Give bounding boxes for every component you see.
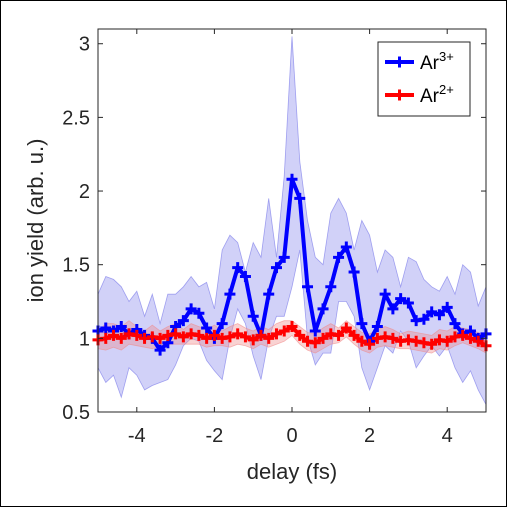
point-Ar3+ xyxy=(185,303,197,315)
legend-box xyxy=(377,41,471,117)
point-Ar3+ xyxy=(379,288,391,300)
point-Ar3+ xyxy=(201,322,213,334)
point-Ar3+ xyxy=(302,281,314,293)
point-Ar2+ xyxy=(239,331,251,343)
x-tick-label: 0 xyxy=(286,425,297,447)
point-Ar3+ xyxy=(193,307,205,319)
legend: Ar3+ Ar2+ xyxy=(377,41,471,117)
point-Ar3+ xyxy=(387,303,399,315)
legend-marker xyxy=(394,89,405,101)
point-Ar3+ xyxy=(115,321,127,333)
point-Ar2+ xyxy=(270,328,282,340)
point-Ar2+ xyxy=(108,329,120,341)
point-Ar2+ xyxy=(364,338,376,350)
point-Ar2+ xyxy=(441,335,453,347)
y-axis-ticks: 0.5 1 1.5 2 2.5 3 xyxy=(62,34,486,424)
point-Ar3+ xyxy=(154,344,166,356)
point-Ar2+ xyxy=(247,334,259,346)
point-Ar3+ xyxy=(449,318,461,330)
y-tick-label: 2.5 xyxy=(62,107,90,129)
point-Ar3+ xyxy=(333,251,345,263)
point-Ar2+ xyxy=(224,331,236,343)
x-tick-label: 4 xyxy=(442,425,453,447)
point-Ar3+ xyxy=(216,318,228,330)
point-Ar2+ xyxy=(177,331,189,343)
x-axis-label: delay (fs) xyxy=(247,459,337,484)
point-Ar3+ xyxy=(433,309,445,321)
y-tick-label: 1.5 xyxy=(62,255,90,277)
point-Ar3+ xyxy=(100,322,112,334)
point-Ar3+ xyxy=(317,303,329,315)
x-tick-label: -2 xyxy=(206,425,224,447)
point-Ar3+ xyxy=(232,262,244,274)
x-axis-ticks: -4 -2 0 2 4 xyxy=(128,29,453,447)
point-Ar3+ xyxy=(224,288,236,300)
point-Ar2+ xyxy=(340,322,352,334)
point-Ar3+ xyxy=(371,321,383,333)
point-Ar3+ xyxy=(177,315,189,327)
point-Ar3+ xyxy=(348,266,360,278)
point-Ar3+ xyxy=(395,293,407,305)
point-Ar2+ xyxy=(193,329,205,341)
point-Ar2+ xyxy=(232,328,244,340)
point-Ar2+ xyxy=(286,321,298,333)
point-Ar2+ xyxy=(115,332,127,344)
point-Ar2+ xyxy=(464,332,476,344)
point-Ar3+ xyxy=(418,313,430,325)
point-Ar2+ xyxy=(457,329,469,341)
x-tick-label: 2 xyxy=(364,425,375,447)
point-Ar2+ xyxy=(333,329,345,341)
point-Ar3+ xyxy=(239,270,251,282)
y-tick-label: 1 xyxy=(79,328,90,350)
point-Ar2+ xyxy=(278,325,290,337)
point-Ar2+ xyxy=(472,335,484,347)
y-tick-label: 2 xyxy=(79,181,90,203)
series-markers xyxy=(92,173,492,356)
point-Ar2+ xyxy=(154,332,166,344)
point-Ar3+ xyxy=(356,318,368,330)
point-Ar2+ xyxy=(255,329,267,341)
y-tick-label: 0.5 xyxy=(62,402,90,424)
y-tick-label: 3 xyxy=(79,34,90,56)
point-Ar3+ xyxy=(441,301,453,313)
point-Ar2+ xyxy=(170,328,182,340)
point-Ar2+ xyxy=(208,329,220,341)
point-Ar3+ xyxy=(247,310,259,322)
point-Ar3+ xyxy=(286,173,298,185)
point-Ar3+ xyxy=(294,192,306,204)
point-Ar2+ xyxy=(201,332,213,344)
legend-label: Ar2+ xyxy=(420,82,454,107)
point-Ar2+ xyxy=(263,332,275,344)
point-Ar3+ xyxy=(402,297,414,309)
point-Ar3+ xyxy=(325,281,337,293)
legend-label: Ar3+ xyxy=(420,49,454,74)
point-Ar3+ xyxy=(340,241,352,253)
point-Ar3+ xyxy=(270,262,282,274)
legend-marker xyxy=(394,56,405,68)
point-Ar2+ xyxy=(348,329,360,341)
point-Ar3+ xyxy=(263,288,275,300)
point-Ar3+ xyxy=(278,251,290,263)
point-Ar2+ xyxy=(426,338,438,350)
x-tick-label: -4 xyxy=(128,425,146,447)
y-axis-label: ion yield (arb. u.) xyxy=(23,139,48,303)
point-Ar2+ xyxy=(309,337,321,349)
point-Ar2+ xyxy=(387,332,399,344)
point-Ar2+ xyxy=(131,329,143,341)
point-Ar2+ xyxy=(294,329,306,341)
point-Ar2+ xyxy=(317,332,329,344)
point-Ar3+ xyxy=(426,306,438,318)
point-Ar3+ xyxy=(309,325,321,337)
point-Ar2+ xyxy=(356,335,368,347)
